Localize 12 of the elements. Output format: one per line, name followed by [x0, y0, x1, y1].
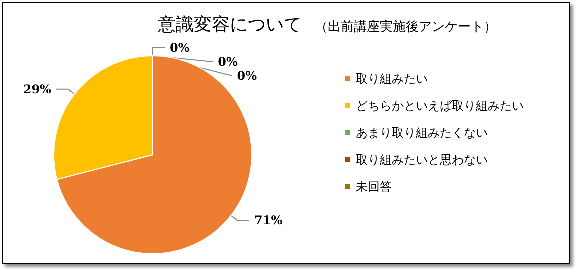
text: 0% — [237, 69, 258, 83]
chart-subtitle: （出前講座実施後アンケート） — [315, 19, 497, 35]
text: 0% — [170, 41, 190, 55]
text: 0% — [218, 55, 238, 69]
legend-label: 未回答 — [356, 180, 392, 194]
legend-label: あまり取り組みたくない — [356, 126, 488, 140]
legend-label: 取り組みたい — [356, 72, 428, 86]
legend-label: 取り組みたいと思わない — [356, 153, 488, 167]
chart-title: 意識変容について — [157, 14, 302, 36]
data-label: 29% — [23, 82, 52, 96]
data-label: 71% — [254, 214, 284, 228]
legend-label: どちらかといえば取り組みたい — [356, 99, 524, 113]
